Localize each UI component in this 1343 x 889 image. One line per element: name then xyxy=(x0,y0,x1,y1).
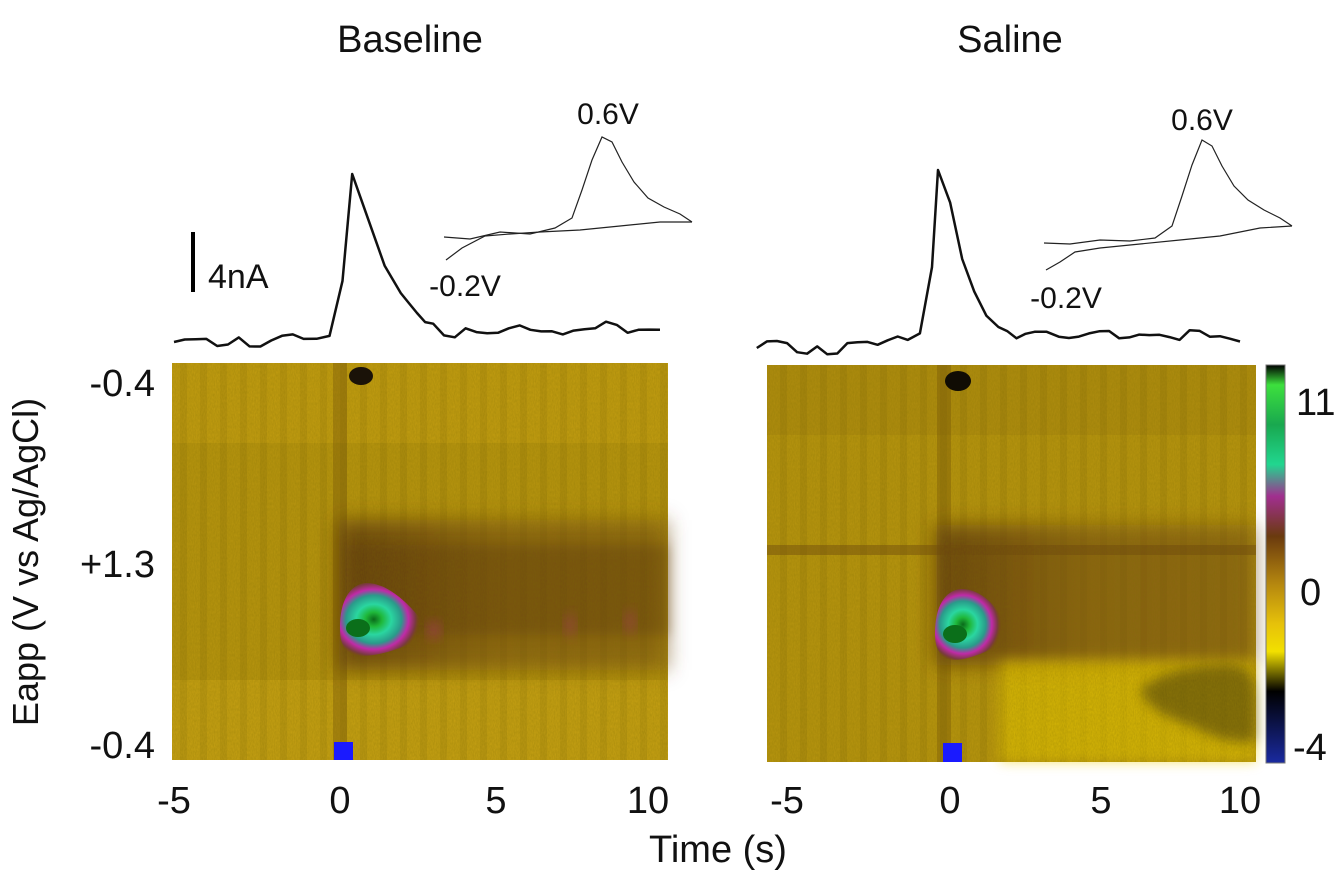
colorbar-tick-max: 11 xyxy=(1296,382,1335,424)
saline-current-trace xyxy=(756,168,1241,356)
baseline-heatmap xyxy=(172,363,668,760)
baseline-x-tick: 0 xyxy=(329,780,350,822)
y-tick-mid: +1.3 xyxy=(80,544,155,586)
baseline-cv-max-label: 0.6V xyxy=(577,98,639,131)
saline-x-ticks: -5 0 5 10 xyxy=(770,780,1261,822)
scale-bar-label: 4nA xyxy=(208,258,269,296)
saline-cv-max-label: 0.6V xyxy=(1171,104,1233,137)
saline-cv-reverse xyxy=(1045,225,1293,271)
baseline-cv-reverse xyxy=(445,221,692,261)
baseline-x-tick: 5 xyxy=(485,780,506,822)
saline-inset-cv: 0.6V -0.2V xyxy=(1030,104,1293,315)
colorbar-frame xyxy=(1265,364,1286,764)
saline-x-tick: 10 xyxy=(1219,780,1261,822)
colorbar-gradient xyxy=(1266,365,1285,763)
y-tick-top: -0.4 xyxy=(90,363,155,405)
saline-cv-min-label: -0.2V xyxy=(1030,282,1102,315)
baseline-stimulus-marker xyxy=(334,742,353,760)
baseline-inset-cv: 0.6V -0.2V xyxy=(429,98,693,303)
saline-dark-speckle xyxy=(1140,665,1256,742)
baseline-noise xyxy=(172,363,668,760)
saline-stimulus-marker xyxy=(943,743,962,762)
saline-x-tick: -5 xyxy=(770,780,804,822)
x-axis-label: Time (s) xyxy=(649,829,787,871)
baseline-x-ticks: -5 0 5 10 xyxy=(157,780,669,822)
baseline-x-tick: -5 xyxy=(157,780,191,822)
baseline-title: Baseline xyxy=(337,19,483,61)
baseline-cv-min-label: -0.2V xyxy=(429,270,501,303)
y-tick-bottom: -0.4 xyxy=(90,725,155,767)
current-traces xyxy=(173,168,1241,356)
baseline-cv-forward xyxy=(443,136,693,240)
saline-heatmap xyxy=(767,365,1256,762)
saline-hotspot-core xyxy=(943,625,967,643)
colorbar: 11 0 -4 xyxy=(1265,364,1335,769)
colorbar-tick-min: -4 xyxy=(1293,727,1327,769)
baseline-hotspot xyxy=(340,582,425,656)
y-axis-label: Eapp (V vs Ag/AgCl) xyxy=(5,398,46,726)
saline-x-tick: 0 xyxy=(939,780,960,822)
baseline-hotspot-core xyxy=(346,619,370,637)
saline-cv-forward xyxy=(1043,139,1293,245)
baseline-current-trace xyxy=(173,172,661,348)
baseline-dark-spot xyxy=(349,367,373,385)
saline-title: Saline xyxy=(957,19,1063,61)
baseline-x-tick: 10 xyxy=(627,780,669,822)
saline-dark-spot xyxy=(945,371,971,391)
colorbar-tick-zero: 0 xyxy=(1300,572,1321,614)
saline-x-tick: 5 xyxy=(1090,780,1111,822)
